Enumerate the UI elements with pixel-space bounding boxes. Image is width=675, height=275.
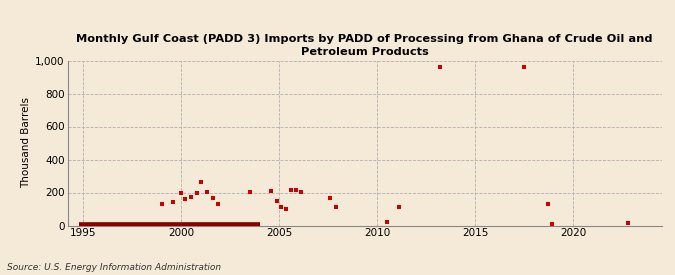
Point: [201, 189, 212, 194]
Point: [381, 220, 392, 224]
Y-axis label: Thousand Barrels: Thousand Barrels: [21, 98, 31, 188]
Point: [213, 202, 224, 206]
Point: [176, 190, 186, 195]
Text: Source: U.S. Energy Information Administration: Source: U.S. Energy Information Administ…: [7, 263, 221, 272]
Point: [266, 189, 277, 193]
Point: [543, 202, 554, 206]
Point: [276, 205, 287, 210]
Point: [244, 189, 255, 194]
Point: [207, 196, 218, 200]
Point: [186, 194, 196, 199]
Point: [195, 180, 206, 184]
Point: [272, 199, 283, 203]
Point: [331, 204, 342, 209]
Point: [519, 65, 530, 69]
Point: [281, 207, 292, 211]
Point: [180, 197, 190, 201]
Point: [168, 199, 179, 204]
Title: Monthly Gulf Coast (PADD 3) Imports by PADD of Processing from Ghana of Crude Oi: Monthly Gulf Coast (PADD 3) Imports by P…: [76, 34, 653, 57]
Point: [296, 189, 306, 194]
Point: [286, 188, 296, 192]
Point: [192, 190, 202, 195]
Point: [156, 202, 167, 206]
Point: [394, 205, 404, 210]
Point: [623, 221, 634, 225]
Point: [290, 188, 301, 192]
Point: [435, 65, 446, 69]
Point: [325, 196, 335, 200]
Point: [546, 222, 557, 226]
